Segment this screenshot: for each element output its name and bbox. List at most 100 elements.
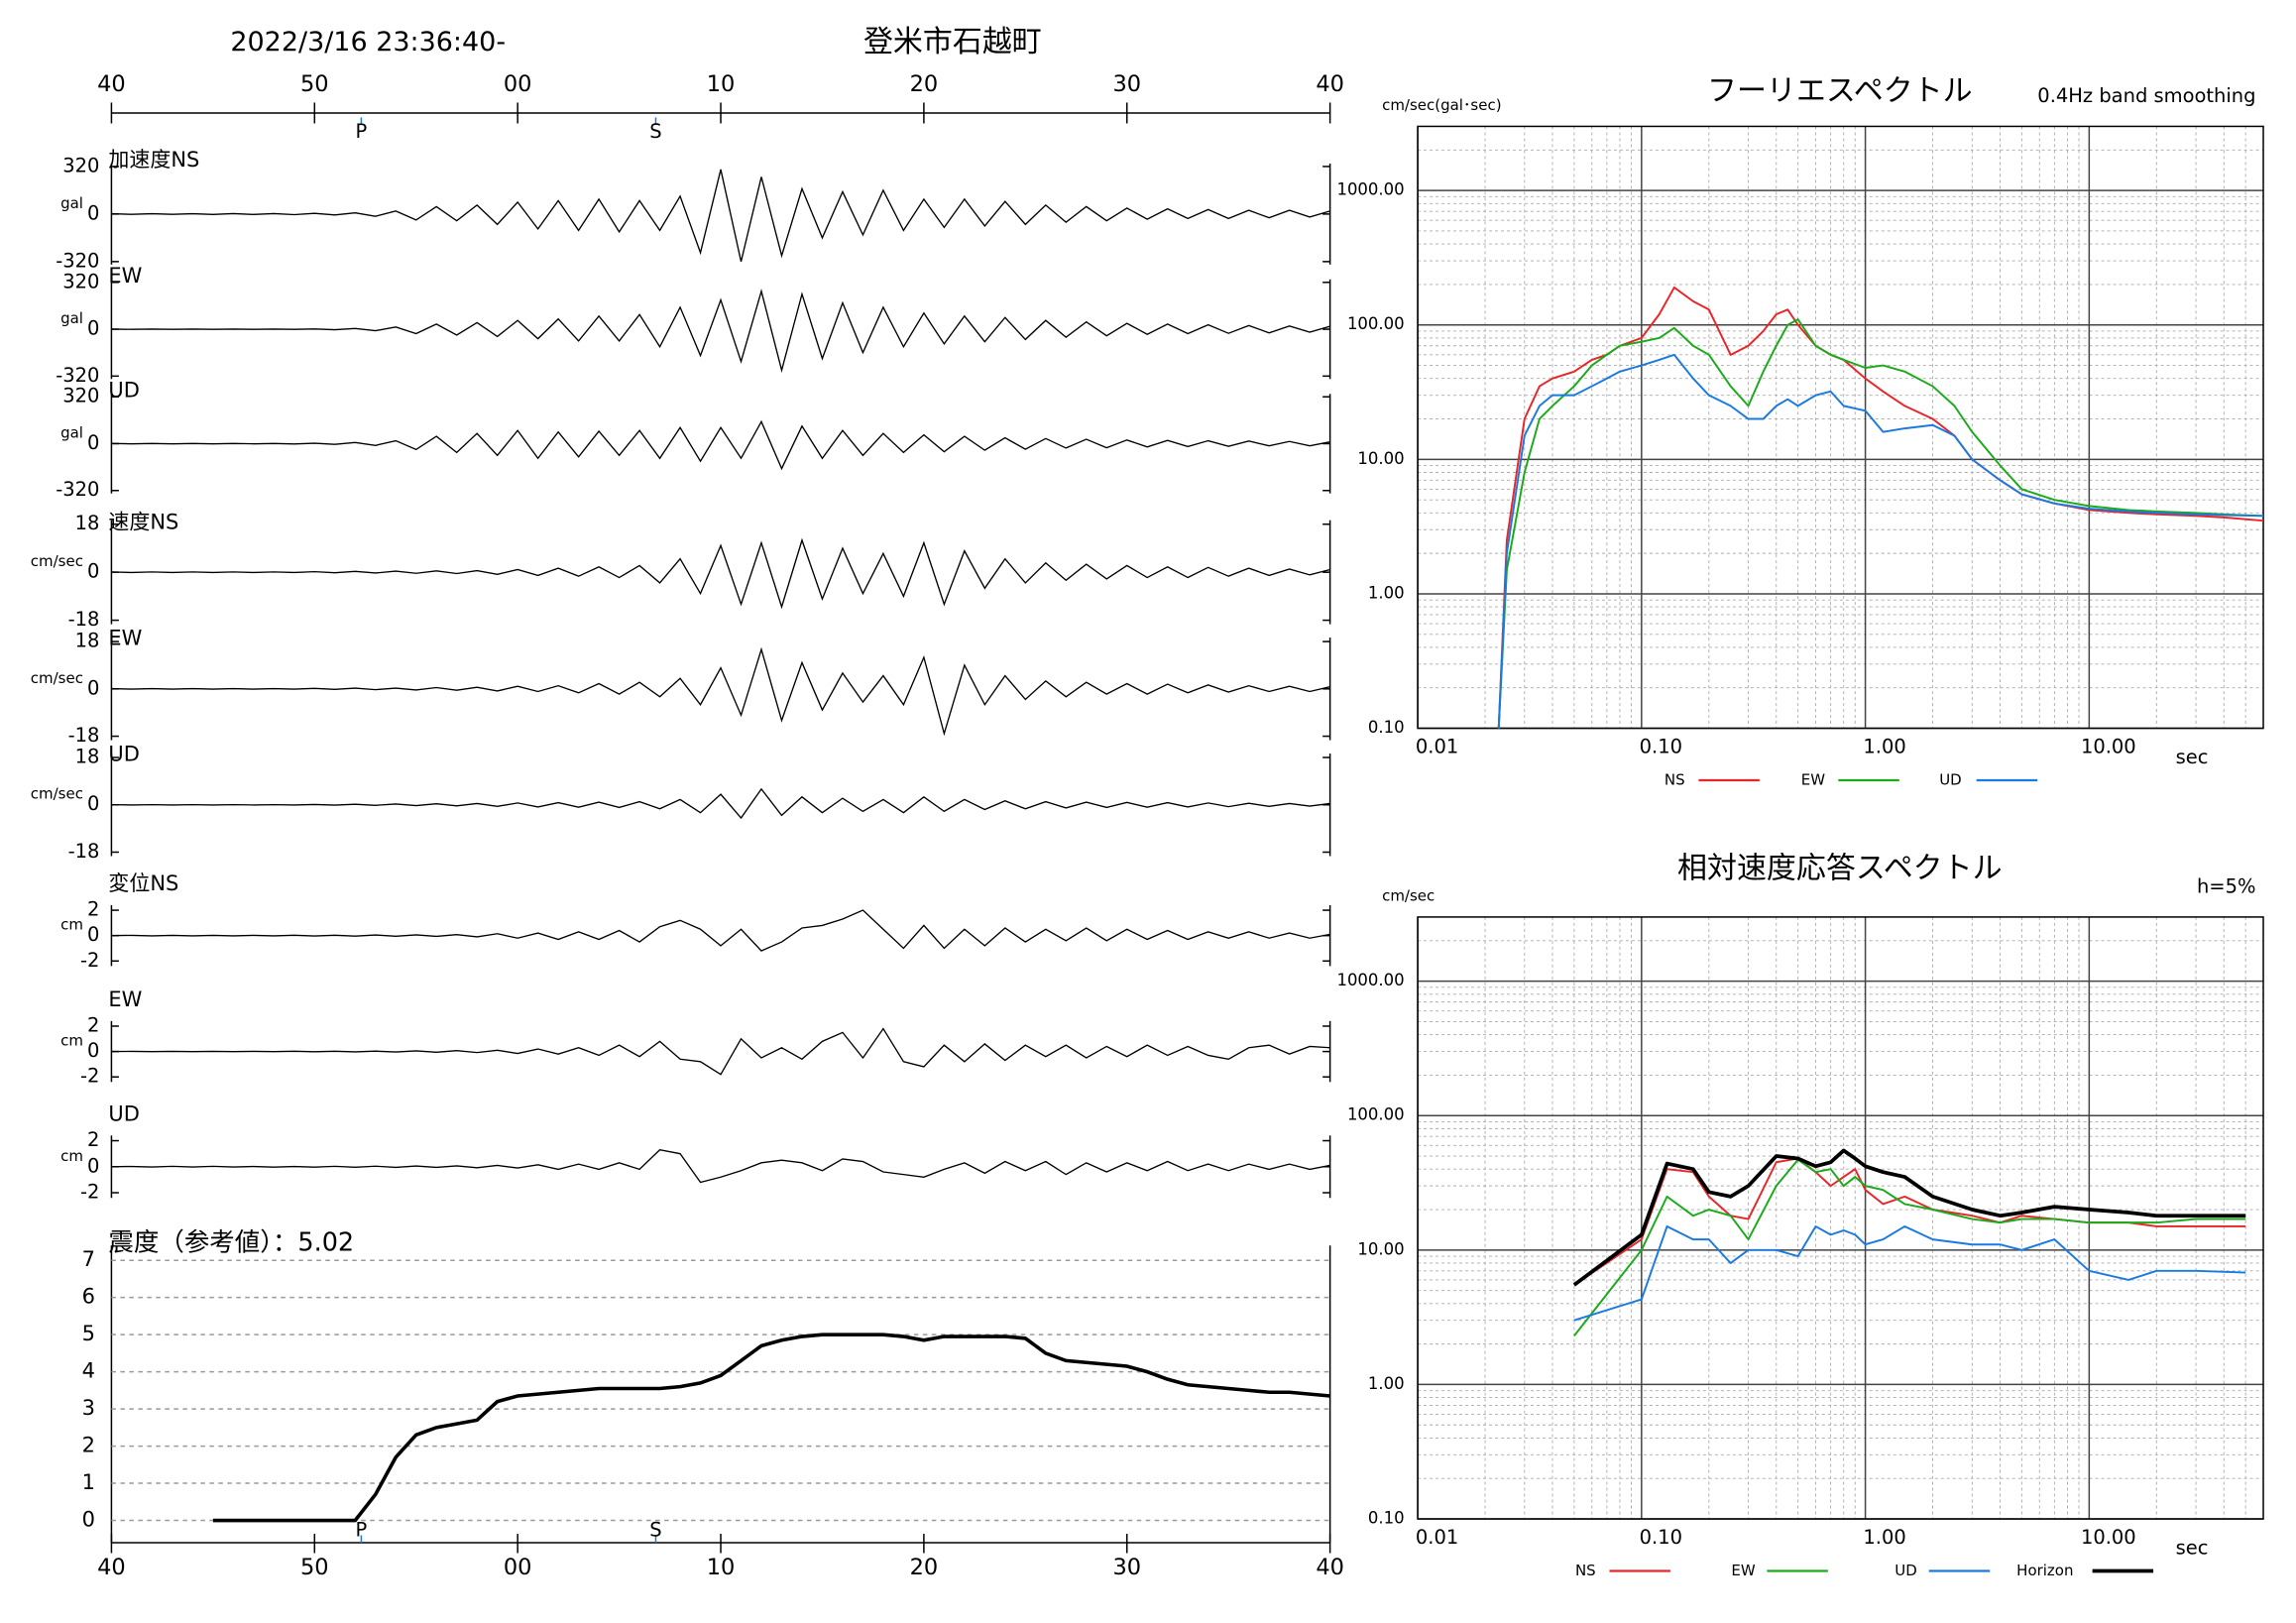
x-tick-label: 1.00 [1863,736,1905,758]
waveform-trace [111,419,1330,471]
channel-label: UD [108,743,140,766]
chart-subtitle: 2022/3/16 23:36:40- [230,27,506,58]
y-tick-label: 320 [62,154,99,176]
phase-label: P [356,120,368,143]
y-tick-label: 0 [87,431,99,454]
x-tick-label: 10.00 [2081,1526,2136,1549]
x-tick-label: 20 [910,71,939,97]
waveform-trace [111,646,1330,737]
y-tick-label: -320 [56,249,99,272]
unit-label: gal [60,194,83,212]
x-tick-label: 40 [1316,1555,1344,1580]
waveform-trace [111,1027,1330,1076]
x-tick-label: 40 [1316,71,1344,97]
x-tick-label: 0.01 [1416,736,1458,758]
unit-label: cm [60,916,83,934]
x-tick-label: 00 [504,1555,532,1580]
spectrum-line [1573,1224,2246,1322]
y-tick-label: 0.10 [1368,1509,1405,1528]
plot-frame [1417,125,2264,730]
y-tick-label: -18 [68,840,100,863]
legend-label: Horizon [2016,1562,2073,1579]
y-tick-label: 0 [87,1154,99,1177]
y-tick-label: 100.00 [1347,314,1405,333]
legend-label: UD [1939,771,1962,789]
x-tick-label: 40 [97,71,126,97]
y-tick-label: 1000.00 [1336,180,1404,199]
x-axis-label: sec [2176,1537,2209,1560]
x-tick-label: 50 [300,1555,329,1580]
y-axis-label: cm/sec(gal･sec) [1382,96,1501,114]
y-tick-label: 10.00 [1357,449,1404,468]
phase-label: P [356,1519,368,1542]
chart-note: h=5% [2197,874,2256,897]
x-tick-label: 1.00 [1863,1526,1905,1549]
y-tick-label: 0 [87,792,99,815]
y-tick-label: 1 [82,1470,95,1494]
x-axis-label: sec [2176,746,2209,768]
y-tick-label: 0 [87,201,99,224]
x-tick-label: 00 [504,71,532,97]
spectrum-line [1572,1148,2246,1287]
unit-label: gal [60,423,83,441]
x-tick-label: 0.01 [1416,1526,1458,1549]
chart-note: 0.4Hz band smoothing [2037,84,2255,107]
y-tick-label: 4 [82,1359,95,1383]
y-tick-label: -2 [80,1065,99,1088]
y-tick-label: -2 [80,949,99,972]
chart-title: 登米市石越町 [863,25,1042,59]
y-tick-label: 2 [87,1013,99,1036]
y-tick-label: 0 [87,317,99,340]
x-tick-label: 20 [910,1555,939,1580]
phase-label: S [649,120,661,143]
y-tick-label: 18 [75,746,100,768]
x-tick-label: 10 [707,71,736,97]
y-tick-label: 1000.00 [1336,971,1404,989]
y-tick-label: 0.10 [1368,718,1405,737]
channel-label: 加速度NS [108,148,199,172]
unit-label: cm/sec [31,669,83,687]
y-tick-label: 3 [82,1396,95,1420]
waveform-trace [111,289,1330,374]
x-tick-label: 10 [707,1555,736,1580]
channel-label: UD [108,1101,140,1125]
y-tick-label: 0 [82,1508,95,1532]
y-tick-label: -320 [56,478,99,501]
y-tick-label: -320 [56,364,99,387]
y-tick-label: 0 [87,560,99,583]
waveform-trace [111,1148,1330,1184]
y-tick-label: 320 [62,270,99,292]
y-axis-label: cm/sec [1382,886,1435,904]
y-tick-label: 100.00 [1347,1105,1405,1124]
plot-frame [1417,916,2264,1520]
unit-label: gal [60,309,83,327]
x-tick-label: 0.10 [1640,736,1682,758]
y-tick-label: 0 [87,923,99,946]
legend-label: EW [1801,771,1825,789]
x-tick-label: 30 [1112,1555,1141,1580]
unit-label: cm/sec [31,552,83,570]
y-tick-label: 1.00 [1368,583,1405,602]
channel-label: 変位NS [108,871,178,895]
channel-label: 速度NS [108,511,178,534]
waveform-trace [111,537,1330,610]
intensity-line [212,1333,1330,1523]
channel-label: EW [108,264,142,288]
x-tick-label: 0.10 [1640,1526,1682,1549]
y-tick-label: 5 [82,1322,95,1345]
chart-title: フーリエスペクトル [1707,73,1973,108]
chart-title: 震度（参考値）：5.02 [108,1228,354,1258]
y-tick-label: 6 [82,1285,95,1309]
y-tick-label: 2 [82,1434,95,1457]
channel-label: EW [108,987,142,1011]
y-tick-label: 2 [87,898,99,921]
y-tick-label: -18 [68,608,100,631]
y-tick-label: -18 [68,724,100,747]
y-tick-label: 7 [82,1247,95,1271]
y-tick-label: 10.00 [1357,1239,1404,1258]
waveform-trace [111,169,1330,263]
phase-label: S [649,1519,661,1542]
